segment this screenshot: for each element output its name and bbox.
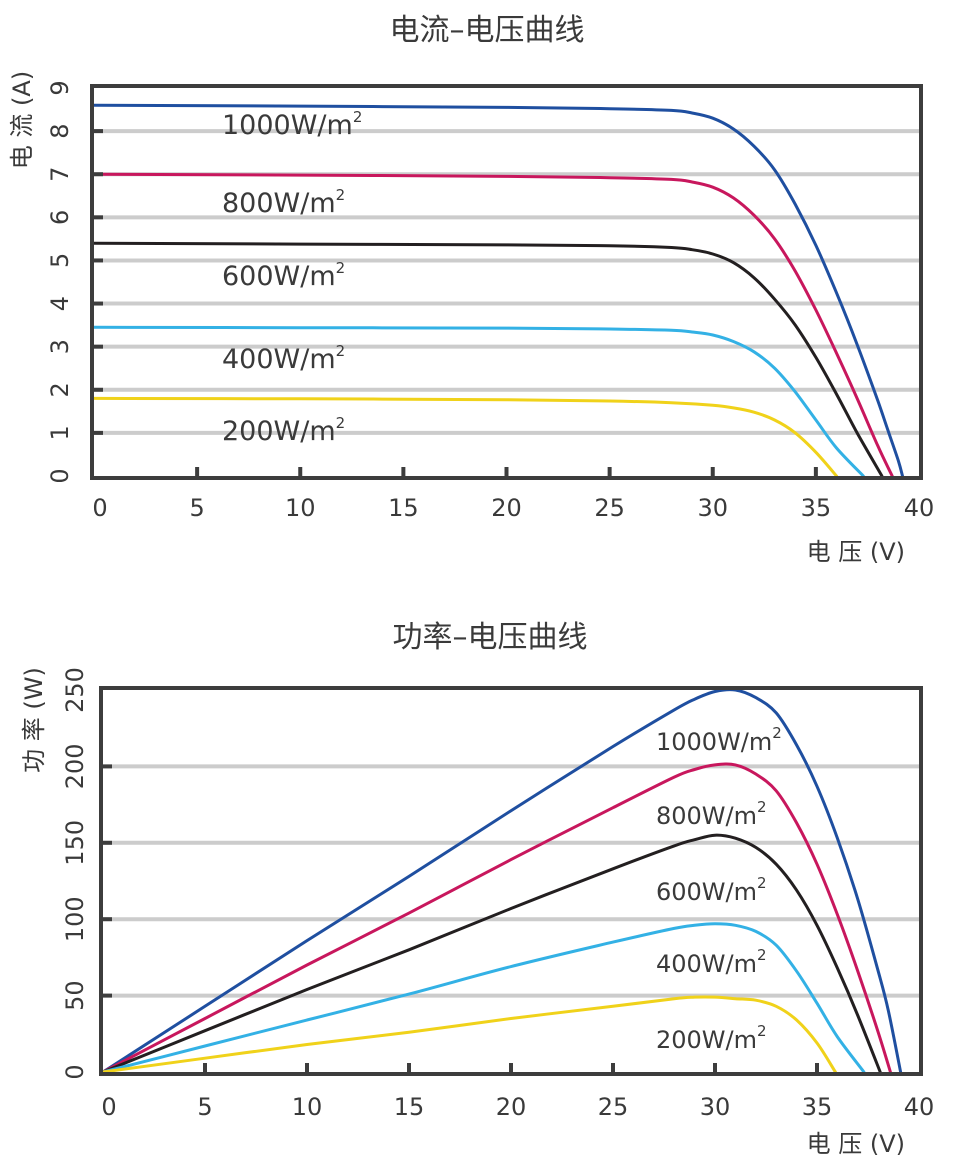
iv-chart-title: 电流–电压曲线 (390, 13, 585, 48)
curve-label-text: 400W/m (222, 344, 336, 375)
curve-label: 800W/m2 (656, 798, 767, 830)
series-line-400w-m (92, 325, 865, 478)
curve-label: 200W/m2 (222, 414, 345, 447)
iv-x-ticks: 0 5 10 15 20 25 30 35 40 (92, 467, 934, 522)
y-tick-label: 8 (46, 123, 74, 138)
series-line-200w-m (92, 396, 838, 478)
x-tick-label: 35 (802, 1093, 833, 1121)
x-tick-label: 15 (394, 1093, 425, 1121)
pv-y-ticks: 0 50 100 150 200 250 (61, 667, 112, 1080)
curve-label-superscript: 2 (772, 724, 782, 742)
x-tick-label: 5 (189, 494, 204, 522)
iv-x-axis-label: 电 压 (V) (807, 538, 905, 566)
y-tick-label: 6 (46, 210, 74, 225)
pv-x-axis-label: 电 压 (V) (807, 1130, 905, 1155)
x-tick-label: 25 (594, 494, 625, 522)
curve-label-superscript: 2 (336, 259, 346, 277)
x-tick-label: 5 (197, 1093, 212, 1121)
curve-label: 200W/m2 (656, 1022, 767, 1054)
pv-y-axis-label: 功 率 (W) (20, 667, 48, 773)
iv-y-axis-label: 电 流 (A) (8, 71, 36, 169)
curve-label-superscript: 2 (336, 186, 346, 204)
series-line-200w-m (101, 995, 837, 1074)
curve-label-text: 400W/m (656, 950, 757, 978)
curve-label-superscript: 2 (757, 874, 767, 892)
y-tick-label: 0 (61, 1064, 89, 1079)
x-tick-label: 0 (101, 1093, 116, 1121)
y-tick-label: 1 (46, 425, 74, 440)
pv-chart: 功率–电压曲线 0 5 10 15 20 25 30 35 40 0 50 100 150 200 250… (20, 620, 934, 1155)
x-tick-label: 30 (697, 494, 728, 522)
curve-label-superscript: 2 (757, 1022, 767, 1040)
series-line-600w-m (92, 241, 884, 478)
curve-label: 800W/m2 (222, 186, 345, 219)
curve-label-text: 200W/m (656, 1026, 757, 1054)
y-tick-label: 100 (61, 896, 89, 942)
series-line-800w-m (101, 762, 892, 1074)
curve-label-text: 1000W/m (656, 728, 772, 756)
x-tick-label: 40 (904, 1093, 935, 1121)
y-tick-label: 4 (46, 296, 74, 311)
x-tick-label: 30 (700, 1093, 731, 1121)
curve-label-superscript: 2 (336, 342, 346, 360)
y-tick-label: 5 (46, 253, 74, 268)
x-tick-label: 0 (92, 494, 107, 522)
series-line-800w-m (92, 172, 894, 478)
pv-plot-frame (99, 686, 923, 1076)
curve-label: 600W/m2 (656, 874, 767, 906)
y-tick-label: 250 (61, 667, 89, 713)
series-line-400w-m (101, 922, 866, 1074)
curve-label-text: 800W/m (222, 188, 336, 219)
curve-label-text: 800W/m (656, 802, 757, 830)
iv-y-ticks: 0 1 2 3 4 5 6 7 8 9 (46, 80, 103, 484)
curve-label-superscript: 2 (336, 414, 346, 432)
pv-gridlines (103, 764, 919, 998)
iv-plot-frame (90, 84, 923, 480)
curve-label-text: 1000W/m (222, 110, 353, 141)
series-line-1000w-m (101, 688, 903, 1074)
pv-x-ticks: 0 5 10 15 20 25 30 35 40 (101, 1063, 934, 1121)
y-tick-label: 7 (46, 167, 74, 182)
curve-label-text: 600W/m (222, 261, 336, 292)
x-tick-label: 15 (388, 494, 419, 522)
pv-chart-title: 功率–电压曲线 (393, 620, 588, 655)
x-tick-label: 10 (292, 1093, 323, 1121)
x-tick-label: 25 (598, 1093, 629, 1121)
curve-label: 1000W/m2 (222, 108, 362, 141)
curve-label-superscript: 2 (353, 108, 363, 126)
curve-label-superscript: 2 (757, 798, 767, 816)
pv-series-lines (101, 688, 903, 1074)
y-tick-label: 3 (46, 339, 74, 354)
y-tick-label: 200 (61, 743, 89, 789)
x-tick-label: 40 (904, 494, 935, 522)
curve-label: 400W/m2 (222, 342, 345, 375)
y-tick-label: 0 (46, 468, 74, 483)
y-tick-label: 2 (46, 382, 74, 397)
curve-label-text: 200W/m (222, 416, 336, 447)
y-tick-label: 150 (61, 820, 89, 866)
curve-label-superscript: 2 (757, 946, 767, 964)
y-tick-label: 9 (46, 80, 74, 95)
x-tick-label: 20 (491, 494, 522, 522)
y-tick-label: 50 (61, 980, 89, 1011)
curve-label: 600W/m2 (222, 259, 345, 292)
curve-label: 1000W/m2 (656, 724, 782, 756)
series-line-1000w-m (92, 103, 904, 478)
x-tick-label: 10 (285, 494, 316, 522)
series-line-600w-m (101, 833, 882, 1074)
iv-series-lines (92, 103, 904, 478)
iv-chart: 电流–电压曲线 0 5 10 15 20 25 30 35 40 0 1 2 3 4 5 6 7 8 9 1000… (8, 13, 934, 566)
x-tick-label: 20 (496, 1093, 527, 1121)
curve-label: 400W/m2 (656, 946, 767, 978)
curve-label-text: 600W/m (656, 878, 757, 906)
x-tick-label: 35 (801, 494, 832, 522)
